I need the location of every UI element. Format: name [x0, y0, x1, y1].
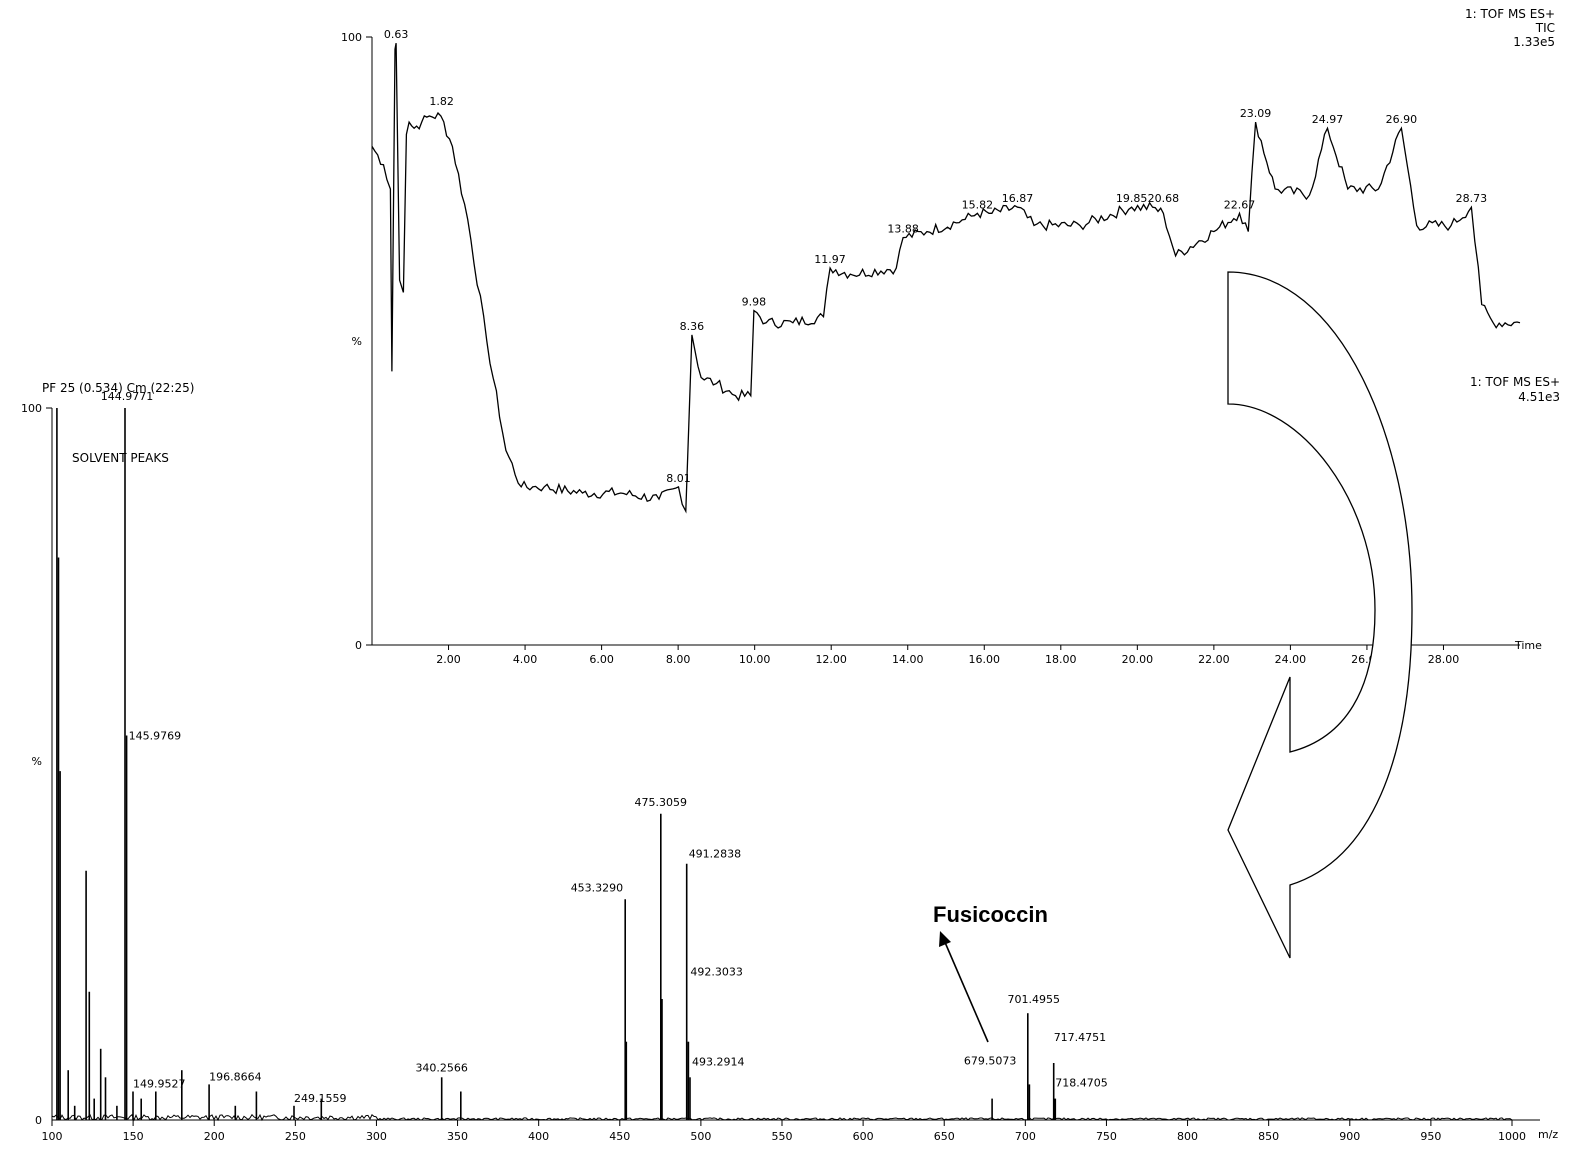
tic-x-tick-label: 6.00	[589, 653, 614, 666]
ms-x-tick-label: 900	[1339, 1130, 1360, 1143]
tic-series-line	[371, 42, 1521, 514]
ms-peak-label: 453.3290	[571, 881, 624, 894]
ms-y-bottom-label: 0	[35, 1114, 42, 1127]
tic-x-tick-label: 18.00	[1045, 653, 1077, 666]
mass-spectrum: PF 25 (0.534) Cm (22:25) 100 0 % 100 150 2…	[21, 375, 1560, 1143]
ms-x-tick-label: 700	[1015, 1130, 1036, 1143]
tic-x-tick-label: 8.00	[666, 653, 691, 666]
ms-x-tick-label: 200	[204, 1130, 225, 1143]
tic-peak-label: 8.01	[666, 472, 691, 485]
tic-x-tick-label: 16.00	[969, 653, 1001, 666]
tic-x-tick-label: 28.00	[1428, 653, 1460, 666]
ms-peak-labels: 144.9771 145.9769 149.9527 196.8664 249.1559…	[101, 390, 1108, 1105]
ms-y-top-label: 100	[21, 402, 42, 415]
tic-y-mid-label: %	[352, 335, 362, 348]
tic-x-tick-label: 24.00	[1275, 653, 1307, 666]
ms-header-line-2: 4.51e3	[1518, 390, 1560, 404]
curved-arrow	[1227, 271, 1413, 959]
fusicoccin-arrow-line	[943, 939, 989, 1043]
ms-header-line-1: 1: TOF MS ES+	[1470, 375, 1560, 389]
ms-y-mid-label: %	[32, 755, 42, 768]
tic-header: 1: TOF MS ES+ TIC 1.33e5	[1465, 7, 1555, 49]
tic-x-tick-label: 2.00	[436, 653, 461, 666]
ms-peak-label: 493.2914	[692, 1055, 745, 1068]
tic-peak-label: 24.97	[1312, 113, 1344, 126]
tic-peak-labels: 0.63 1.82 8.01 8.36 9.98 11.97 13.88 15.82 16.87…	[384, 28, 1487, 485]
tic-peak-label: 8.36	[680, 320, 705, 333]
ms-peak-label: 340.2566	[415, 1061, 468, 1074]
ms-x-tick-label: 550	[772, 1130, 793, 1143]
ms-x-tick-label: 500	[690, 1130, 711, 1143]
ms-x-axis-label: m/z	[1538, 1128, 1558, 1141]
tic-header-line-2: TIC	[1535, 21, 1555, 35]
tic-peak-label: 9.98	[742, 296, 767, 309]
tic-header-line-3: 1.33e5	[1513, 35, 1555, 49]
tic-y-bottom-label: 0	[355, 639, 362, 652]
ms-title: PF 25 (0.534) Cm (22:25)	[42, 381, 194, 395]
ms-x-tick-label: 1000	[1498, 1130, 1526, 1143]
tic-header-line-1: 1: TOF MS ES+	[1465, 7, 1555, 21]
ms-x-ticks: 100 150 200 250 300 350 400 450 500 550 600 650 700 7…	[42, 1120, 1526, 1143]
ms-peak-label: 492.3033	[690, 966, 743, 979]
tic-peak-label: 0.63	[384, 28, 409, 41]
tic-peak-label: 23.09	[1240, 107, 1272, 120]
ms-peak-label: 149.9527	[133, 1078, 186, 1091]
ms-peak-label: 196.8664	[209, 1070, 262, 1083]
fusicoccin-arrow-head	[939, 931, 951, 947]
ms-x-tick-label: 750	[1096, 1130, 1117, 1143]
ms-peak-label: 144.9771	[101, 390, 154, 403]
tic-peak-label: 16.87	[1002, 192, 1034, 205]
tic-peak-label: 1.82	[429, 95, 454, 108]
tic-peak-label: 19.85	[1116, 192, 1148, 205]
tic-chromatogram: 100 0 % 2.00 4.00 6.00 8.00 10.00 12.00 14.00 1…	[341, 7, 1555, 666]
ms-peak-label: 701.4955	[1008, 993, 1061, 1006]
ms-peak-label: 249.1559	[294, 1092, 347, 1105]
tic-x-axis-label: Time	[1514, 639, 1542, 652]
ms-x-tick-label: 350	[447, 1130, 468, 1143]
ms-x-tick-label: 150	[123, 1130, 144, 1143]
tic-peak-label: 11.97	[814, 253, 846, 266]
tic-peak-label: 22.67	[1224, 198, 1256, 211]
tic-x-tick-label: 4.00	[513, 653, 538, 666]
solvent-peaks-annotation: SOLVENT PEAKS	[72, 451, 169, 465]
ms-peak-label: 717.4751	[1054, 1031, 1107, 1044]
tic-x-tick-label: 20.00	[1122, 653, 1154, 666]
ms-x-tick-label: 600	[853, 1130, 874, 1143]
ms-peak-label: 475.3059	[635, 796, 688, 809]
ms-x-tick-label: 300	[366, 1130, 387, 1143]
tic-peak-label: 20.68	[1148, 192, 1180, 205]
ms-x-tick-label: 850	[1258, 1130, 1279, 1143]
ms-x-tick-label: 250	[285, 1130, 306, 1143]
tic-peak-label: 15.82	[962, 198, 994, 211]
ms-peak-label: 718.4705	[1055, 1077, 1108, 1090]
tic-x-ticks: 2.00 4.00 6.00 8.00 10.00 12.00 14.00 16.00 18.0…	[436, 645, 1459, 666]
tic-peak-label: 28.73	[1456, 192, 1488, 205]
tic-peak-label: 26.90	[1386, 113, 1418, 126]
ms-peaks	[56, 408, 1057, 1120]
fusicoccin-label: Fusicoccin	[933, 902, 1048, 927]
ms-x-tick-label: 650	[934, 1130, 955, 1143]
ms-x-tick-label: 400	[528, 1130, 549, 1143]
tic-peak-label: 13.88	[887, 223, 919, 236]
tic-y-top-label: 100	[341, 31, 362, 44]
tic-x-tick-label: 22.00	[1198, 653, 1230, 666]
ms-x-tick-label: 800	[1177, 1130, 1198, 1143]
tic-x-tick-label: 10.00	[739, 653, 771, 666]
tic-x-tick-label: 12.00	[815, 653, 847, 666]
ms-x-tick-label: 450	[609, 1130, 630, 1143]
ms-x-tick-label: 950	[1420, 1130, 1441, 1143]
tic-x-tick-label: 14.00	[892, 653, 924, 666]
ms-peak-label: 145.9769	[129, 730, 182, 743]
ms-baseline-noise	[51, 1113, 1513, 1122]
ms-x-tick-label: 100	[42, 1130, 63, 1143]
ms-peak-label: 679.5073	[964, 1055, 1017, 1068]
ms-peak-label: 491.2838	[689, 848, 742, 861]
ms-header: 1: TOF MS ES+ 4.51e3	[1470, 375, 1560, 404]
